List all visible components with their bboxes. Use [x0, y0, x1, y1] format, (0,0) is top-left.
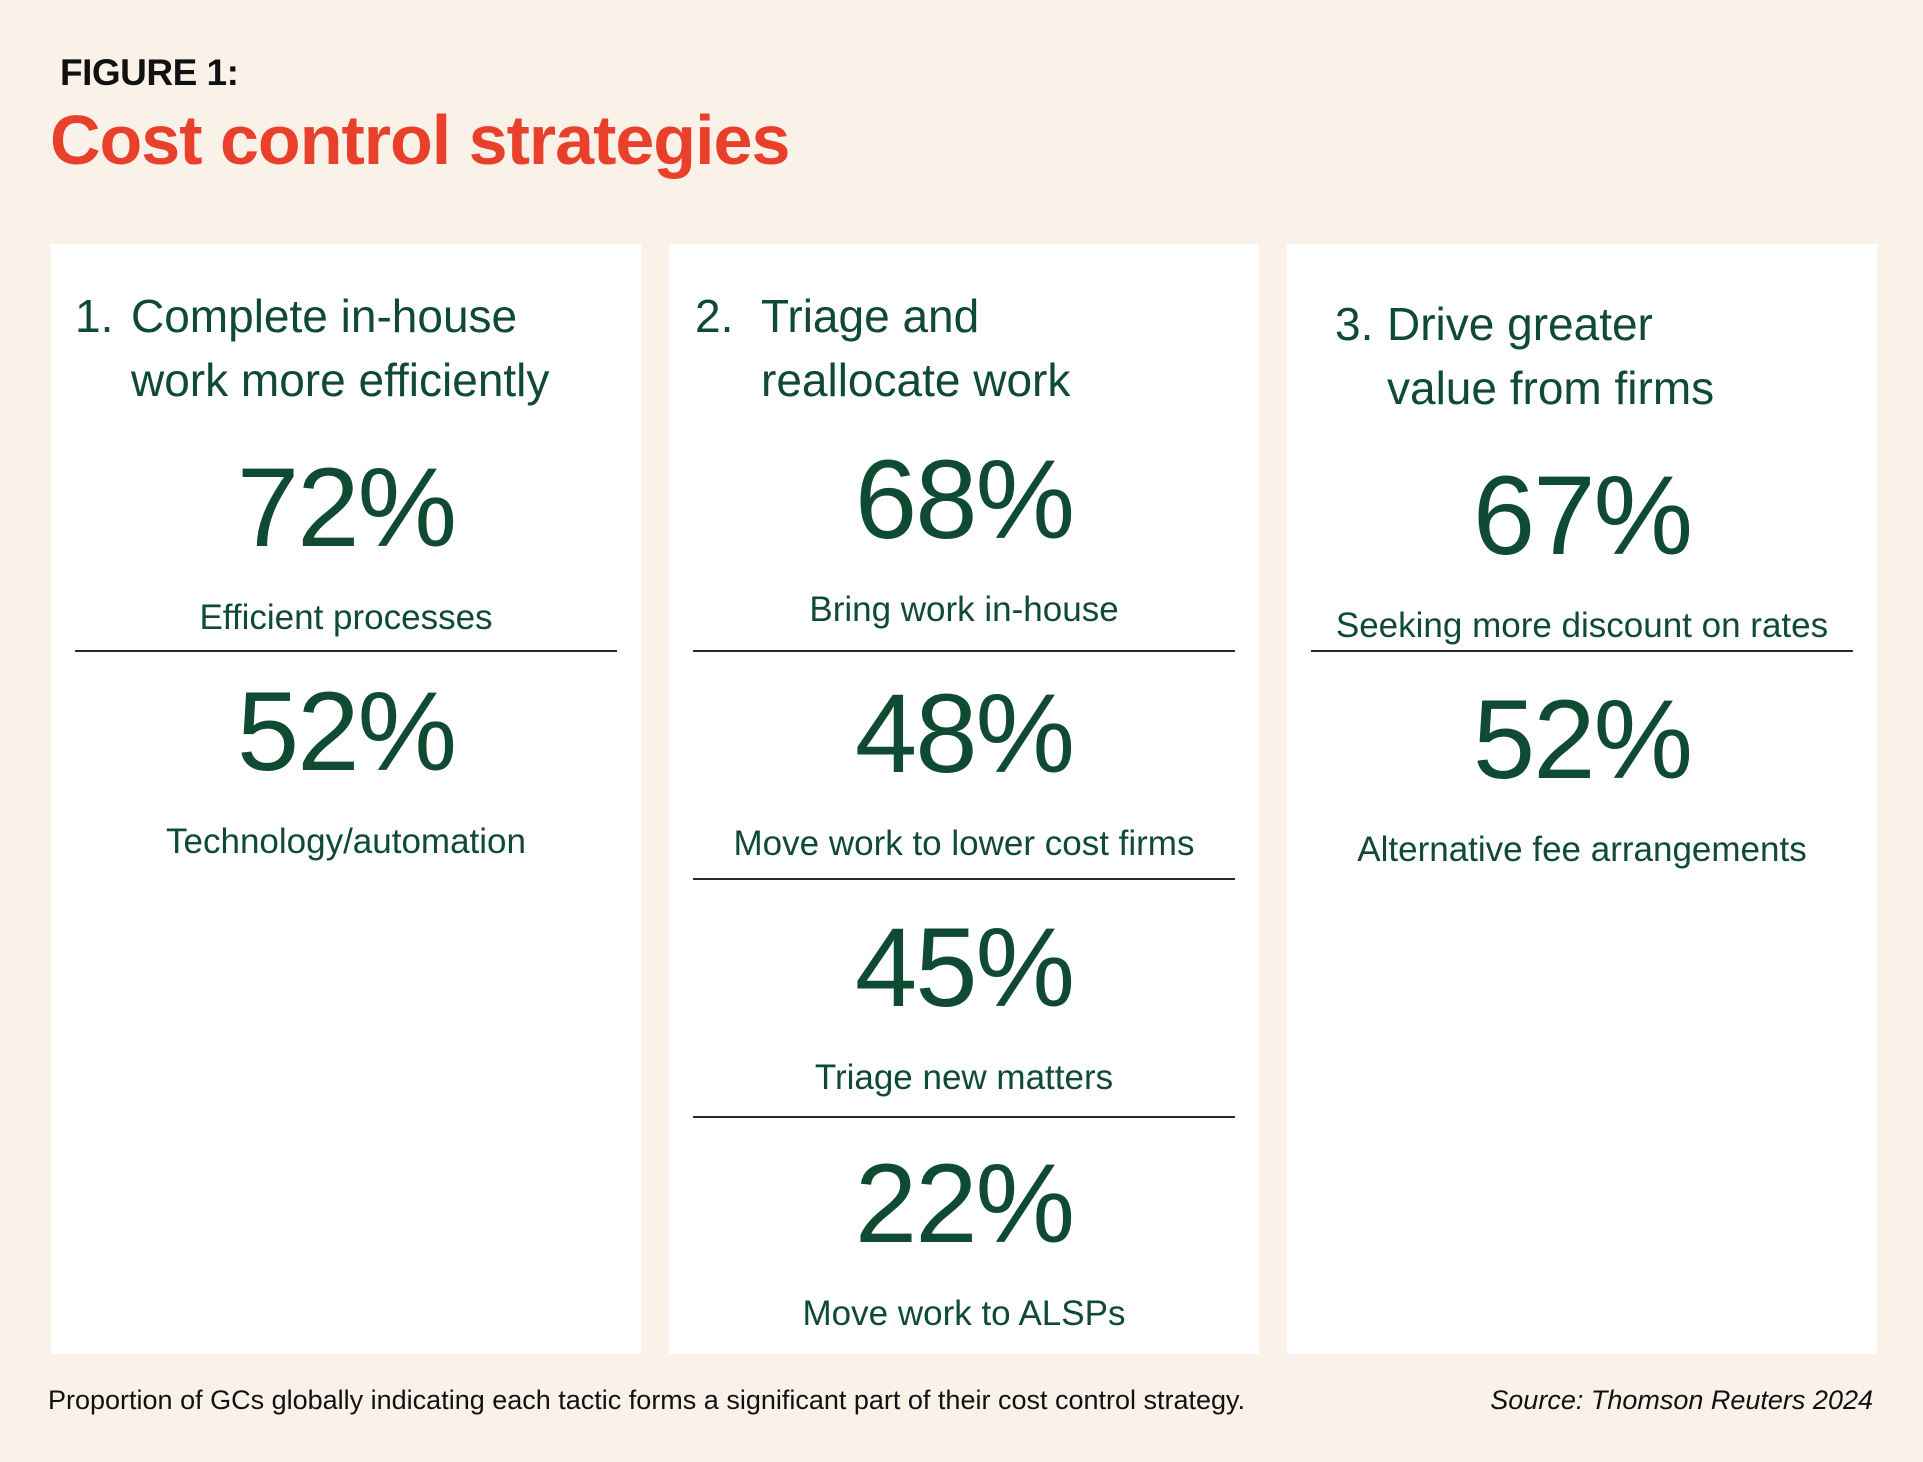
stat-label: Alternative fee arrangements — [1357, 830, 1807, 869]
stat-label: Move work to ALSPs — [802, 1294, 1126, 1333]
panel-heading-line1: Complete in-house — [131, 290, 518, 342]
stat-label: Technology/automation — [166, 822, 526, 861]
stat-value: 68% — [854, 437, 1075, 562]
stat-label: Seeking more discount on rates — [1335, 606, 1829, 645]
stat-value: 45% — [854, 905, 1075, 1030]
stat-item: 72% Efficient processes — [75, 452, 617, 638]
divider — [693, 650, 1235, 652]
panel-heading-line2: work more efficiently — [131, 354, 550, 406]
stat-label: Triage new matters — [814, 1058, 1114, 1097]
stat-item: 52% Technology/automation — [75, 676, 617, 862]
source-note: Source: Thomson Reuters 2024 — [1490, 1385, 1873, 1415]
stat-item: 68% Bring work in-house — [693, 444, 1235, 630]
divider — [693, 878, 1235, 880]
stat-value: 52% — [1472, 677, 1693, 802]
panel-triage-reallocate: 2. Triage and reallocate work 68% Bring … — [669, 244, 1259, 1354]
footnote: Proportion of GCs globally indicating ea… — [48, 1385, 1246, 1415]
stat-item: 52% Alternative fee arrangements — [1311, 684, 1853, 870]
divider — [693, 1116, 1235, 1118]
panel-number: 3. — [1335, 298, 1374, 350]
panel-heading-line2: value from firms — [1387, 362, 1715, 414]
panel-heading-line1: Drive greater — [1387, 298, 1653, 350]
stat-label: Efficient processes — [199, 598, 493, 637]
chart-title: Cost control strategies — [50, 101, 790, 179]
stat-value: 48% — [854, 671, 1075, 796]
divider — [75, 650, 617, 652]
panel-number: 1. — [75, 290, 114, 342]
panel-heading-line2: reallocate work — [761, 354, 1071, 406]
figure-label: FIGURE 1: — [60, 52, 239, 93]
divider — [1311, 650, 1853, 652]
stat-value: 52% — [236, 669, 457, 794]
stat-label: Bring work in-house — [809, 590, 1119, 629]
stat-value: 67% — [1472, 453, 1693, 578]
stat-item: 22% Move work to ALSPs — [693, 1148, 1235, 1334]
stat-item: 67% Seeking more discount on rates — [1311, 460, 1853, 646]
panel-number: 2. — [695, 290, 734, 342]
stat-value: 72% — [236, 445, 457, 570]
stat-item: 45% Triage new matters — [693, 912, 1235, 1098]
panel-heading-line1: Triage and — [761, 290, 980, 342]
panel-in-house-efficiency: 1. Complete in-house work more efficient… — [51, 244, 641, 1354]
stat-item: 48% Move work to lower cost firms — [693, 678, 1235, 864]
panel-value-from-firms: 3. Drive greater value from firms 67% Se… — [1287, 244, 1877, 1354]
stat-label: Move work to lower cost firms — [733, 824, 1195, 863]
stat-value: 22% — [854, 1141, 1075, 1266]
